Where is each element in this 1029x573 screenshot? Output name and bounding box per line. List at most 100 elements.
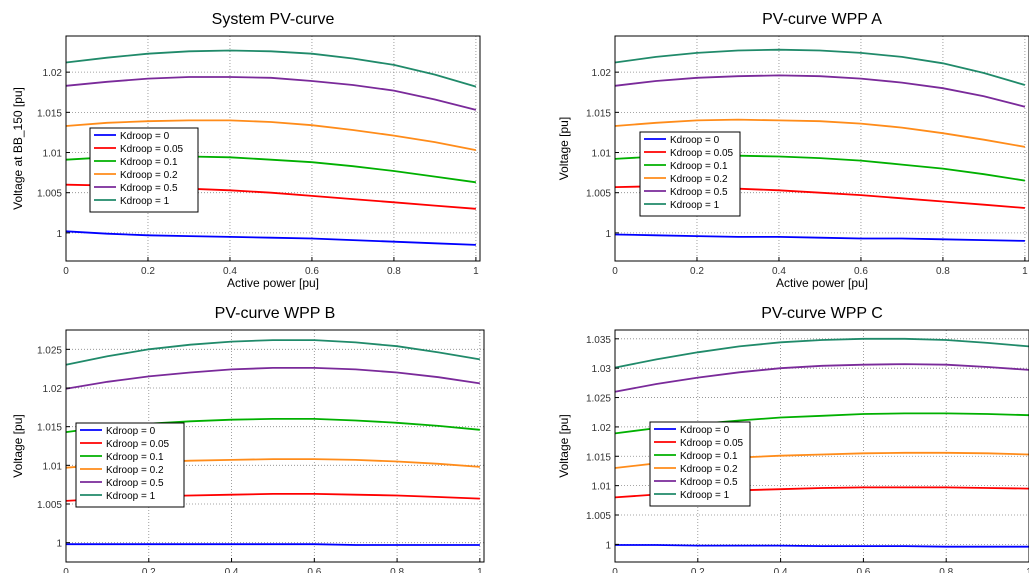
y-tick-label: 1.015 xyxy=(37,423,62,434)
x-tick-label: 0 xyxy=(612,567,618,573)
legend-entry: Kdroop = 0.5 xyxy=(106,478,164,489)
y-tick-label: 1.015 xyxy=(37,108,62,119)
y-axis-label: Voltage [pu] xyxy=(11,414,25,477)
y-tick-label: 1 xyxy=(56,229,62,240)
legend-box xyxy=(649,421,751,507)
legend-box xyxy=(639,131,741,217)
x-tick-label: 0.2 xyxy=(142,567,156,573)
y-tick-label: 1.005 xyxy=(586,189,611,200)
x-tick-label: 0.6 xyxy=(854,266,868,277)
y-tick-label: 1.02 xyxy=(43,68,63,79)
x-tick-label: 0.2 xyxy=(690,266,704,277)
x-tick-label: 0.2 xyxy=(141,266,155,277)
legend-entry: Kdroop = 0 xyxy=(670,135,720,146)
chart-title: PV-curve WPP B xyxy=(215,305,336,322)
series-line-kdroop-0-2 xyxy=(614,118,1026,148)
series-line-kdroop-1 xyxy=(65,339,481,366)
y-tick-label: 1.005 xyxy=(37,500,62,511)
legend: Kdroop = 0 Kdroop = 0.05 Kdroop = 0.1 Kdroo… xyxy=(649,421,751,507)
legend-entry: Kdroop = 0.1 xyxy=(106,452,164,463)
legend-entry: Kdroop = 0.1 xyxy=(120,157,178,168)
y-tick-label: 1.025 xyxy=(37,345,62,356)
y-tick-label: 1.025 xyxy=(586,394,611,405)
x-tick-label: 0.2 xyxy=(691,567,705,573)
legend-entry: Kdroop = 0 xyxy=(106,426,156,437)
x-tick-label: 0.4 xyxy=(772,266,786,277)
y-axis-label: Voltage [pu] xyxy=(557,117,571,180)
legend-entry: Kdroop = 0 xyxy=(680,425,730,436)
series-line-kdroop-0-5 xyxy=(614,363,1029,393)
legend-entry: Kdroop = 0.2 xyxy=(106,465,164,476)
legend-entry: Kdroop = 0.05 xyxy=(106,439,170,450)
axes-frame xyxy=(614,35,1029,262)
x-tick-label: 1 xyxy=(1022,266,1028,277)
y-tick-label: 1.01 xyxy=(43,149,63,160)
y-tick-label: 1 xyxy=(605,540,611,551)
x-tick-label: 0.8 xyxy=(936,266,950,277)
legend-entry: Kdroop = 0.05 xyxy=(120,144,184,155)
y-tick-label: 1.02 xyxy=(43,384,63,395)
x-tick-label: 0.8 xyxy=(387,266,401,277)
y-tick-label: 1 xyxy=(56,539,62,550)
x-tick-label: 0 xyxy=(612,266,618,277)
x-axis-label: Active power [pu] xyxy=(227,276,319,290)
y-tick-label: 1.005 xyxy=(586,511,611,522)
x-tick-label: 0.8 xyxy=(390,567,404,573)
chart-title: PV-curve WPP C xyxy=(761,305,883,322)
legend-entry: Kdroop = 0.1 xyxy=(680,451,738,462)
legend-entry: Kdroop = 0.5 xyxy=(670,187,728,198)
x-tick-label: 0.4 xyxy=(223,266,237,277)
series-line-kdroop-0 xyxy=(66,543,480,546)
legend: Kdroop = 0 Kdroop = 0.05 Kdroop = 0.1 Kdroo… xyxy=(75,422,185,508)
y-tick-label: 1.015 xyxy=(586,108,611,119)
y-tick-label: 1.005 xyxy=(37,189,62,200)
y-tick-label: 1.02 xyxy=(592,68,612,79)
chart-panel-1: 0 0.2 0.4 0.6 0.8 1 1 1.005 1.01 1.015 1.02 System … xyxy=(11,11,481,290)
legend-entry: Kdroop = 0.5 xyxy=(120,183,178,194)
legend-entry: Kdroop = 0.1 xyxy=(670,161,728,172)
x-tick-label: 0 xyxy=(63,567,69,573)
y-tick-label: 1.01 xyxy=(592,149,612,160)
y-axis-label: Voltage at BB_150 [pu] xyxy=(11,87,25,210)
series-line-kdroop-1 xyxy=(65,49,477,88)
legend-entry: Kdroop = 1 xyxy=(120,196,170,207)
y-tick-label: 1.03 xyxy=(592,364,612,375)
x-tick-label: 0.6 xyxy=(307,567,321,573)
legend: Kdroop = 0 Kdroop = 0.05 Kdroop = 0.1 Kdroo… xyxy=(639,131,741,217)
y-tick-label: 1.01 xyxy=(43,461,63,472)
legend-entry: Kdroop = 0 xyxy=(120,131,170,142)
legend-box xyxy=(89,127,199,213)
x-axis-label: Active power [pu] xyxy=(776,276,868,290)
series-line-kdroop-1 xyxy=(614,337,1029,369)
y-tick-label: 1.015 xyxy=(586,452,611,463)
chart-panel-4: 0 0.2 0.4 0.6 0.8 1 1 1.005 1.01 1.015 1.02 1.025 1.… xyxy=(557,305,1029,573)
x-tick-label: 0.8 xyxy=(939,567,953,573)
y-tick-label: 1.01 xyxy=(592,482,612,493)
y-tick-label: 1 xyxy=(605,229,611,240)
y-tick-label: 1.02 xyxy=(592,423,612,434)
series-line-kdroop-0-5 xyxy=(614,74,1026,108)
legend-entry: Kdroop = 0.2 xyxy=(670,174,728,185)
series-line-kdroop-0 xyxy=(615,544,1029,548)
axes-frame xyxy=(65,35,481,262)
series-line-kdroop-0-5 xyxy=(65,76,477,111)
legend-entry: Kdroop = 0.2 xyxy=(120,170,178,181)
legend-entry: Kdroop = 1 xyxy=(670,200,720,211)
legend-entry: Kdroop = 1 xyxy=(106,491,156,502)
x-tick-label: 0.6 xyxy=(305,266,319,277)
x-tick-label: 0.4 xyxy=(225,567,239,573)
x-tick-label: 1 xyxy=(473,266,479,277)
legend-box xyxy=(75,422,185,508)
legend: Kdroop = 0 Kdroop = 0.05 Kdroop = 0.1 Kdroo… xyxy=(89,127,199,213)
x-tick-label: 0 xyxy=(63,266,69,277)
series-line-kdroop-0 xyxy=(614,233,1025,242)
series-line-kdroop-1 xyxy=(614,48,1026,86)
x-tick-label: 0.6 xyxy=(856,567,870,573)
x-tick-label: 1 xyxy=(477,567,483,573)
axes-frame xyxy=(65,329,485,563)
x-tick-label: 0.4 xyxy=(774,567,788,573)
legend-entry: Kdroop = 0.5 xyxy=(680,477,738,488)
chart-panel-3: 0 0.2 0.4 0.6 0.8 1 1 1.005 1.01 1.015 1.02 1.025 PV… xyxy=(11,305,485,573)
legend-entry: Kdroop = 0.05 xyxy=(670,148,734,159)
